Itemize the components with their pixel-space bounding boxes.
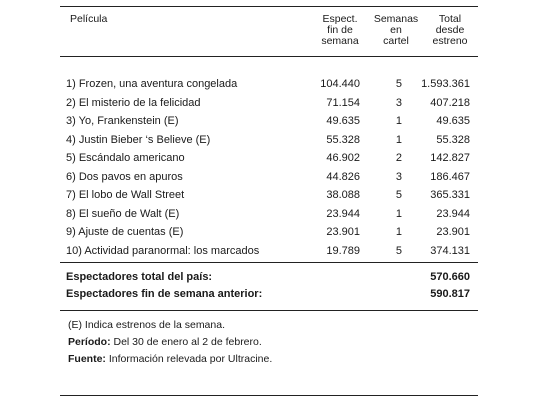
weekend-viewers: 23.901 <box>326 226 360 238</box>
weekend-viewers: 38.088 <box>326 189 360 201</box>
fuente-text: Información relevada por Ultracine. <box>105 353 273 365</box>
total-country-label: Espectadores total del país: <box>66 271 213 283</box>
total-viewers: 55.328 <box>436 133 470 146</box>
note-estrenos: (E) Indica estrenos de la semana. <box>68 319 225 331</box>
weeks-showing: 5 <box>395 78 402 90</box>
weekend-viewers: 23.944 <box>326 207 360 220</box>
header-rule <box>60 56 478 57</box>
weeks-showing: 1 <box>395 133 402 146</box>
weeks-showing: 1 <box>395 115 402 127</box>
notes-rule <box>60 310 478 311</box>
header-espect-line3: semana <box>321 35 359 47</box>
weekend-viewers: 55.328 <box>326 133 360 146</box>
weeks-showing: 5 <box>395 244 402 257</box>
header-semanas-line3: cartel <box>383 35 409 47</box>
header-total-line1: Total <box>438 13 462 25</box>
table-row: 2) El misterio de la felicidad 71.154 3 407… <box>60 95 478 111</box>
movie-title: 2) El misterio de la felicidad <box>66 96 201 109</box>
table-row: 3) Yo, Frankenstein (E) 49.635 1 49.635 <box>60 113 478 129</box>
totals-rule <box>60 262 478 263</box>
total-viewers: 186.467 <box>430 170 470 183</box>
note-periodo: Período: Del 30 de enero al 2 de febrero… <box>68 335 262 350</box>
total-viewers: 374.131 <box>430 244 470 257</box>
total-previous-value: 590.817 <box>430 288 470 300</box>
movie-title: 5) Escándalo americano <box>66 152 185 164</box>
total-viewers: 365.331 <box>430 189 470 201</box>
total-viewers: 23.901 <box>436 226 470 238</box>
total-previous-label: Espectadores fin de semana anterior: <box>66 288 263 300</box>
header-semanas-line1: Semanas <box>373 13 419 25</box>
note-fuente: Fuente: Información relevada por Ultraci… <box>68 352 272 367</box>
header-total-line2: desde <box>435 24 465 36</box>
weeks-showing: 1 <box>395 226 402 238</box>
total-viewers: 49.635 <box>436 115 470 127</box>
header-total: Total desde estreno <box>425 14 475 47</box>
table-row: 4) Justin Bieber ‘s Believe (E) 55.328 1 55… <box>60 132 478 148</box>
header-semanas-line2: en <box>390 24 402 36</box>
weeks-showing: 2 <box>395 152 402 164</box>
movie-title: 8) El sueño de Walt (E) <box>66 207 180 220</box>
weeks-showing: 3 <box>395 170 402 183</box>
total-viewers: 407.218 <box>430 96 470 109</box>
header-pelicula: Película <box>70 13 108 25</box>
total-viewers: 23.944 <box>436 207 470 220</box>
table-row: 9) Ajuste de cuentas (E) 23.901 1 23.901 <box>60 224 478 240</box>
bottom-rule <box>60 395 478 396</box>
table-row: 1) Frozen, una aventura congelada 104.440… <box>60 76 478 92</box>
header-total-line3: estreno <box>432 35 468 47</box>
total-country-value: 570.660 <box>430 271 470 283</box>
table-row: 7) El lobo de Wall Street 38.088 5 365.331 <box>60 187 478 203</box>
periodo-label: Período: <box>68 336 111 348</box>
total-viewers: 1.593.361 <box>421 78 470 90</box>
movie-title: 6) Dos pavos en apuros <box>66 170 183 183</box>
periodo-text: Del 30 de enero al 2 de febrero. <box>110 336 262 348</box>
header-espect-line1: Espect. <box>322 13 358 25</box>
weeks-showing: 3 <box>395 96 402 109</box>
header-espect: Espect. fin de semana <box>315 14 365 47</box>
table-row: 8) El sueño de Walt (E) 23.944 1 23.944 <box>60 206 478 222</box>
weekend-viewers: 44.826 <box>326 170 360 183</box>
movie-title: 9) Ajuste de cuentas (E) <box>66 226 184 238</box>
weeks-showing: 1 <box>395 207 402 220</box>
weekend-viewers: 46.902 <box>326 152 360 164</box>
weeks-showing: 5 <box>395 189 402 201</box>
movie-title: 10) Actividad paranormal: los marcados <box>66 244 260 257</box>
movie-title: 4) Justin Bieber ‘s Believe (E) <box>66 133 211 146</box>
top-rule <box>60 6 478 7</box>
table-row: 6) Dos pavos en apuros 44.826 3 186.467 <box>60 169 478 185</box>
weekend-viewers: 49.635 <box>326 115 360 127</box>
weekend-viewers: 71.154 <box>326 96 360 109</box>
box-office-table: Película Espect. fin de semana Semanas e… <box>60 6 478 398</box>
table-row: 10) Actividad paranormal: los marcados 19… <box>60 243 478 259</box>
weekend-viewers: 19.789 <box>326 244 360 257</box>
header-espect-line2: fin de <box>327 24 353 36</box>
movie-title: 1) Frozen, una aventura congelada <box>66 78 238 90</box>
table-row: 5) Escándalo americano 46.902 2 142.827 <box>60 150 478 166</box>
movie-title: 3) Yo, Frankenstein (E) <box>66 115 179 127</box>
header-semanas: Semanas en cartel <box>370 14 422 47</box>
total-viewers: 142.827 <box>430 152 470 164</box>
movie-title: 7) El lobo de Wall Street <box>66 189 185 201</box>
fuente-label: Fuente: <box>68 353 106 365</box>
weekend-viewers: 104.440 <box>320 78 360 90</box>
